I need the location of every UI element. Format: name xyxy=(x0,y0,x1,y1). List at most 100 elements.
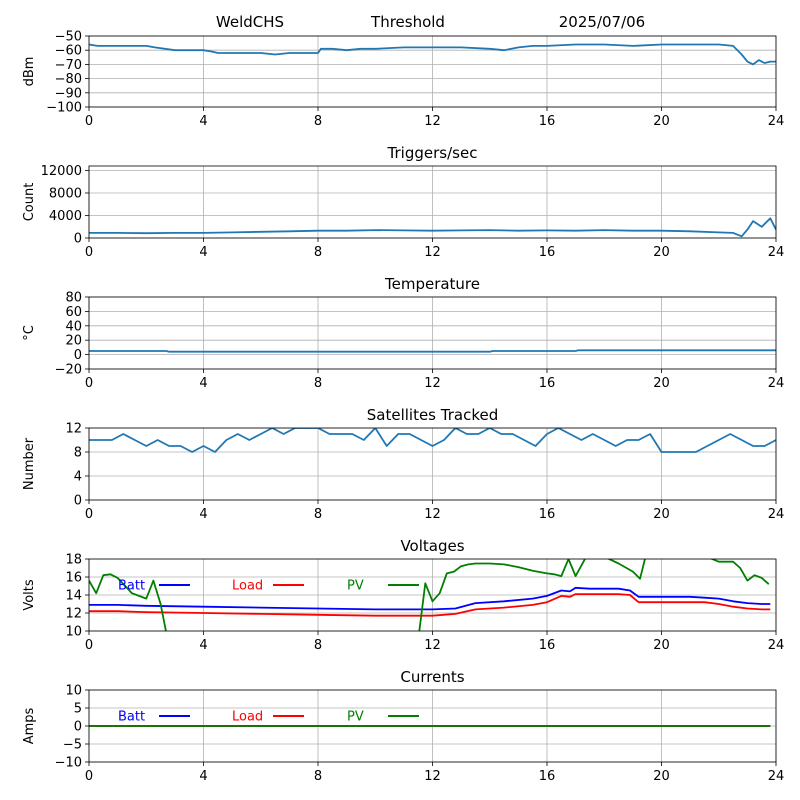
series-line-voltages-batt xyxy=(89,586,771,611)
grid-temperature xyxy=(88,296,777,370)
x-tick-label: 12 xyxy=(424,245,441,260)
y-tick-label: −100 xyxy=(46,101,82,116)
legend-label-load: Load xyxy=(232,710,263,725)
x-tick-label: 12 xyxy=(424,376,441,391)
x-tick-label: 24 xyxy=(768,638,785,653)
x-tick-label: 16 xyxy=(539,245,556,260)
y-axis-label: dBm xyxy=(22,57,37,87)
y-tick-label: −60 xyxy=(55,44,82,59)
x-tick-label: 24 xyxy=(768,376,785,391)
mode-label: Threshold xyxy=(370,13,445,31)
x-tick-label: 16 xyxy=(539,507,556,522)
y-tick-label: 20 xyxy=(65,334,82,349)
x-tick-label: 12 xyxy=(424,769,441,784)
legend-label-pv: PV xyxy=(347,710,364,725)
y-tick-label: 0 xyxy=(74,348,82,363)
y-tick-label: −10 xyxy=(55,756,82,771)
y-tick-label: 80 xyxy=(65,291,82,306)
y-tick-label: −90 xyxy=(55,86,82,101)
legend-label-load: Load xyxy=(232,579,263,594)
x-tick-label: 20 xyxy=(653,638,670,653)
chart-title: Voltages xyxy=(400,537,464,555)
x-tick-label: 8 xyxy=(314,507,322,522)
chart-voltages: 0 4 8 12 16 20 24 10 12 14 16 18 Voltages Volts Batt Lo… xyxy=(22,537,784,653)
chart-satellites: 0 4 8 12 16 20 24 0 4 8 12 Satellites Tracked Number xyxy=(22,406,784,522)
x-tick-label: 4 xyxy=(199,376,207,391)
y-tick-label: 10 xyxy=(65,684,82,699)
x-tick-label: 8 xyxy=(314,245,322,260)
chart-title: Currents xyxy=(400,668,464,686)
y-axis-label: Amps xyxy=(22,707,37,744)
x-tick-label: 8 xyxy=(314,376,322,391)
y-tick-label: −5 xyxy=(63,738,82,753)
y-tick-label: 8000 xyxy=(49,187,82,202)
y-tick-label: 5 xyxy=(74,702,82,717)
y-axis-label: °C xyxy=(22,325,37,341)
grid-triggers xyxy=(88,166,777,239)
y-tick-label: 0 xyxy=(74,232,82,247)
x-tick-label: 8 xyxy=(314,114,322,129)
date-label: 2025/07/06 xyxy=(559,13,645,31)
series-line-temperature xyxy=(89,349,776,353)
x-tick-label: 24 xyxy=(768,507,785,522)
grid-satellites xyxy=(88,427,777,501)
y-tick-label: 40 xyxy=(65,319,82,334)
x-tick-label: 0 xyxy=(85,114,93,129)
chart-title: Temperature xyxy=(384,275,480,293)
series-line-voltages-load xyxy=(89,593,771,617)
x-tick-label: 12 xyxy=(424,114,441,129)
legend-label-batt: Batt xyxy=(118,710,145,725)
x-tick-label: 0 xyxy=(85,638,93,653)
x-tick-label: 24 xyxy=(768,114,785,129)
x-tick-label: 12 xyxy=(424,507,441,522)
y-tick-label: −20 xyxy=(55,363,82,378)
y-axis-label: Volts xyxy=(22,579,37,611)
y-tick-label: 4000 xyxy=(49,209,82,224)
legend-label-pv: PV xyxy=(347,579,364,594)
chart-triggers: 0 4 8 12 16 20 24 0 4000 8000 12000 Triggers/sec Cou… xyxy=(22,144,784,260)
x-tick-label: 16 xyxy=(539,376,556,391)
x-tick-label: 20 xyxy=(653,245,670,260)
y-axis-label: Number xyxy=(22,437,37,490)
x-tick-label: 20 xyxy=(653,114,670,129)
legend-label-batt: Batt xyxy=(118,579,145,594)
y-tick-label: 16 xyxy=(65,571,82,586)
x-tick-label: 4 xyxy=(199,114,207,129)
series-line-signal xyxy=(89,43,776,66)
x-tick-label: 0 xyxy=(85,376,93,391)
x-tick-label: 0 xyxy=(85,245,93,260)
x-tick-label: 16 xyxy=(539,114,556,129)
y-tick-label: 4 xyxy=(74,470,82,485)
x-tick-label: 8 xyxy=(314,638,322,653)
x-tick-label: 0 xyxy=(85,769,93,784)
chart-title: Triggers/sec xyxy=(387,144,478,162)
x-tick-label: 24 xyxy=(768,245,785,260)
series-line-voltages-pv xyxy=(89,559,770,631)
x-tick-label: 0 xyxy=(85,507,93,522)
x-tick-label: 20 xyxy=(653,507,670,522)
x-tick-label: 12 xyxy=(424,638,441,653)
y-tick-label: 12 xyxy=(65,607,82,622)
chart-signal: 0 4 8 12 16 20 24 −100−90−80−70−60−50 dBm xyxy=(22,30,784,130)
y-tick-label: −80 xyxy=(55,72,82,87)
x-tick-label: 24 xyxy=(768,769,785,784)
y-tick-label: −70 xyxy=(55,58,82,73)
y-tick-label: −50 xyxy=(55,30,82,45)
y-tick-label: 60 xyxy=(65,305,82,320)
x-tick-label: 20 xyxy=(653,376,670,391)
y-tick-label: 0 xyxy=(74,494,82,509)
x-tick-label: 4 xyxy=(199,245,207,260)
x-tick-label: 4 xyxy=(199,638,207,653)
x-tick-label: 4 xyxy=(199,769,207,784)
chart-currents: 0 4 8 12 16 20 24 −10 −5 0 5 10 Currents Amps Batt Load… xyxy=(22,668,784,784)
x-tick-label: 20 xyxy=(653,769,670,784)
y-tick-label: 12 xyxy=(65,422,82,437)
y-tick-label: 18 xyxy=(65,553,82,568)
series-line-satellites xyxy=(89,428,776,453)
x-tick-label: 8 xyxy=(314,769,322,784)
x-tick-label: 16 xyxy=(539,769,556,784)
series-line-triggers xyxy=(89,217,776,238)
y-axis-label: Count xyxy=(22,183,37,222)
y-tick-label: 12000 xyxy=(41,164,82,179)
